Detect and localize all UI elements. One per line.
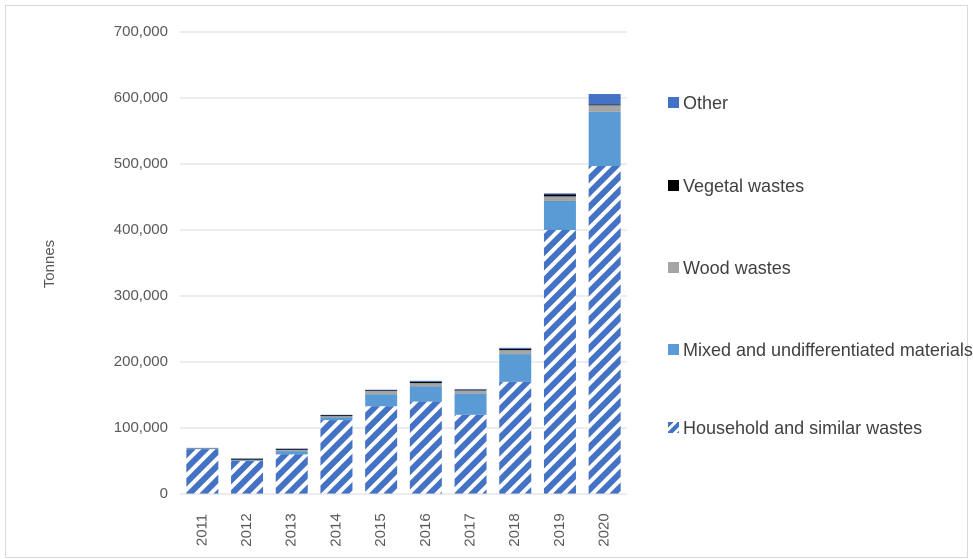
- bar-segment: [365, 394, 398, 407]
- bar-segment: [231, 461, 264, 494]
- legend-entry: Household and similar wastes: [668, 415, 973, 441]
- x-tick-label: 2017: [462, 513, 479, 546]
- bar-segment: [588, 104, 621, 106]
- bar-segment: [365, 390, 398, 392]
- bar-segment: [275, 449, 308, 452]
- legend-label: Wood wastes: [683, 258, 791, 278]
- bar-segment: [454, 389, 487, 390]
- bar-segment: [275, 454, 308, 494]
- bar-segment: [231, 458, 264, 460]
- bar-segment: [543, 200, 576, 230]
- bar-segment: [365, 389, 398, 391]
- bar-segment: [409, 386, 442, 402]
- bar-segment: [543, 194, 576, 197]
- bar-segment: [320, 420, 353, 494]
- x-tick-label: 2018: [506, 513, 523, 546]
- bar-segment: [499, 348, 532, 351]
- x-tick-label: 2015: [372, 513, 389, 546]
- bar-segment: [543, 230, 576, 494]
- bar-segment: [543, 193, 576, 195]
- y-tick-label: 500,000: [114, 155, 168, 172]
- bar-segment: [231, 460, 264, 461]
- bar-segment: [588, 165, 621, 495]
- y-tick-label: 100,000: [114, 419, 168, 436]
- y-tick-label: 600,000: [114, 89, 168, 106]
- legend-label: Mixed and undifferentiated materials: [683, 340, 973, 360]
- legend-entry: Mixed and undifferentiated materials: [668, 337, 973, 363]
- bar-segment: [454, 389, 487, 391]
- bar-segment: [499, 381, 532, 494]
- x-tick-label: 2019: [551, 513, 568, 546]
- x-tick-label: 2020: [596, 513, 613, 546]
- y-tick-label: 300,000: [114, 287, 168, 304]
- bar-segment: [231, 459, 264, 461]
- x-tick-label: 2011: [193, 514, 210, 546]
- y-tick-label: 700,000: [114, 23, 168, 40]
- legend-entry: Other: [668, 90, 973, 116]
- bar-segment: [499, 354, 532, 382]
- bar-segment: [588, 105, 621, 112]
- bar-segment: [320, 416, 353, 418]
- bar-segment: [543, 196, 576, 201]
- bar-segment: [454, 393, 487, 415]
- bar-segment: [409, 401, 442, 494]
- bar-segment: [320, 415, 353, 417]
- bar-segment: [499, 350, 532, 355]
- bar-segment: [186, 449, 219, 494]
- bar-segment: [365, 391, 398, 395]
- x-tick-label: 2016: [417, 513, 434, 546]
- bar-segment: [365, 406, 398, 494]
- bar-segment: [320, 417, 353, 421]
- y-tick-label: 200,000: [114, 353, 168, 370]
- y-tick-label: 400,000: [114, 221, 168, 238]
- legend-label: Vegetal wastes: [683, 176, 805, 196]
- bar-segment: [409, 380, 442, 382]
- legend-swatch: [668, 344, 679, 355]
- bar-segment: [588, 111, 621, 166]
- x-tick-label: 2012: [238, 513, 255, 546]
- y-axis-label: Tonnes: [41, 240, 58, 288]
- legend-entry: Wood wastes: [668, 255, 973, 281]
- bar-segment: [275, 451, 308, 455]
- bar-segment: [275, 448, 308, 450]
- x-tick-label: 2014: [327, 513, 344, 546]
- bar-segment: [454, 390, 487, 394]
- legend-label: Other: [683, 93, 729, 113]
- bar-segment: [454, 414, 487, 494]
- bar-segment: [186, 448, 219, 450]
- legend-swatch: [668, 180, 679, 191]
- legend-swatch: [668, 262, 679, 273]
- y-tick-label: 0: [160, 485, 168, 502]
- legend-label: Household and similar wastes: [683, 418, 923, 438]
- bar-segment: [499, 347, 532, 349]
- bar-segment: [409, 383, 442, 387]
- legend-swatch: [668, 422, 679, 433]
- chart-frame: [5, 5, 968, 558]
- legend-swatch: [668, 97, 679, 108]
- legend-entry: Vegetal wastes: [668, 173, 973, 199]
- bar-segment: [409, 381, 442, 384]
- bar-segment: [588, 94, 621, 105]
- x-tick-label: 2013: [283, 513, 300, 546]
